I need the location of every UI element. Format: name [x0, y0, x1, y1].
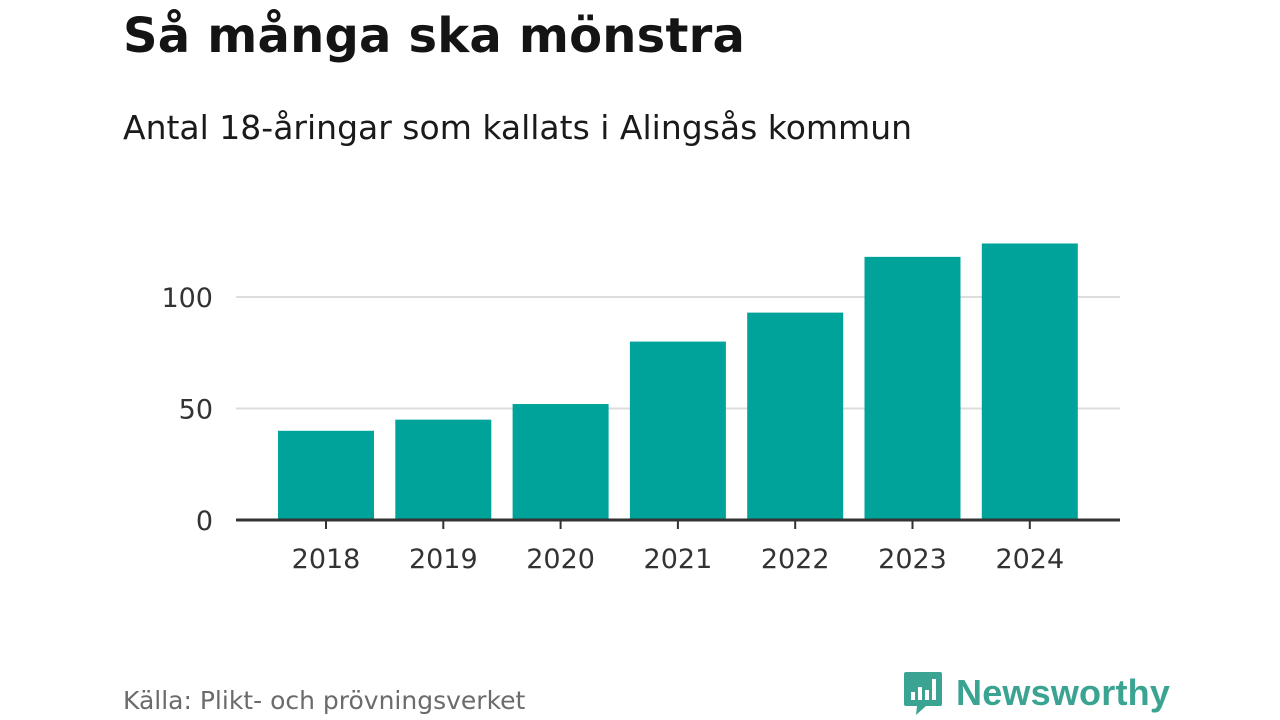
x-tick-label: 2020: [526, 544, 595, 575]
chart-subtitle: Antal 18-åringar som kallats i Alingsås …: [123, 108, 913, 147]
source-note: Källa: Plikt- och prövningsverket: [123, 686, 526, 715]
bar-2020: [512, 404, 609, 520]
y-tick-label: 100: [161, 283, 213, 314]
newsworthy-logo-icon: [904, 672, 942, 715]
bar-2021: [629, 341, 726, 520]
y-tick-label: 50: [179, 395, 213, 426]
x-tick-label: 2024: [995, 544, 1064, 575]
bar-2023: [864, 256, 961, 520]
x-tick-label: 2019: [409, 544, 478, 575]
x-tick-label: 2018: [292, 544, 361, 575]
x-tick-label: 2023: [878, 544, 947, 575]
bar-2018: [278, 430, 374, 520]
brand-name: Newsworthy: [956, 672, 1171, 713]
y-tick-label: 0: [196, 506, 213, 537]
bar-2022: [747, 312, 844, 520]
chart-title: Så många ska mönstra: [123, 8, 746, 64]
bar-2019: [395, 419, 492, 520]
bar-2024: [981, 243, 1078, 521]
brand-logo: Newsworthy: [902, 670, 1170, 716]
x-tick-label: 2021: [644, 544, 713, 575]
x-tick-label: 2022: [761, 544, 830, 575]
